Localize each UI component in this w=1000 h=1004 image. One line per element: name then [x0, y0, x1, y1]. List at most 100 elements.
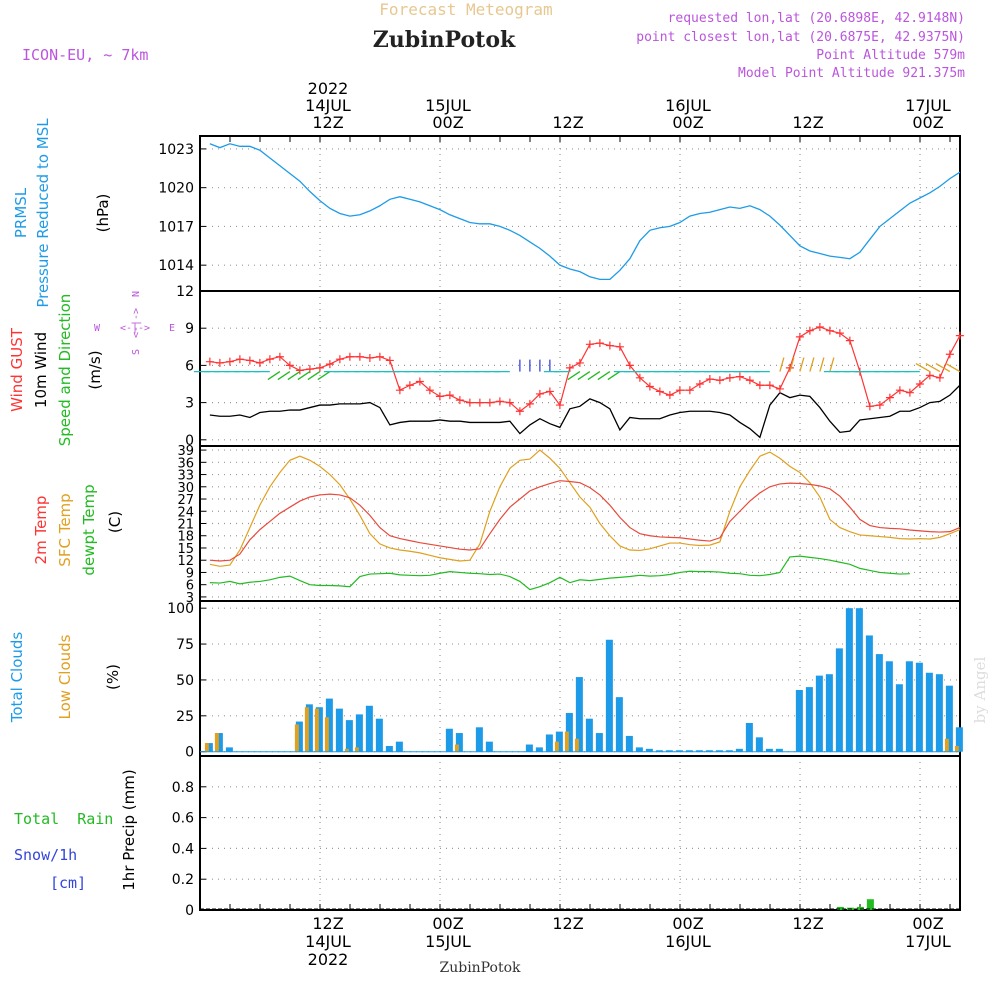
chart-title: Forecast Meteogram — [379, 0, 552, 19]
y-tick-label: 1014 — [158, 258, 194, 274]
total-cloud-bar — [315, 707, 323, 752]
wind-arrow — [317, 371, 331, 381]
gust-marker — [895, 386, 904, 395]
time-label-top: 15JUL — [425, 96, 471, 115]
gust-marker — [475, 398, 484, 407]
gust-marker — [595, 339, 604, 348]
sfc-temp-line — [209, 449, 961, 567]
total-cloud-bar — [675, 750, 683, 752]
gust-marker — [325, 360, 334, 369]
compass-ns-arrow: <-|-> — [131, 308, 142, 338]
precip-unit: 1hr Precip (mm) — [120, 769, 138, 890]
plot-area: 1014101710201023036912369121518212427303… — [158, 79, 964, 969]
gust-marker — [365, 353, 374, 362]
gust-marker — [915, 380, 924, 388]
total-cloud-bar — [635, 747, 643, 752]
y-tick-label: 21 — [177, 518, 194, 533]
gust-marker — [585, 340, 594, 349]
temp-unit: (C) — [106, 511, 124, 533]
y-tick-label: 6 — [186, 579, 194, 594]
total-cloud-bar — [535, 747, 543, 752]
total-cloud-bar — [485, 741, 493, 752]
panel-frame — [199, 755, 961, 911]
total-cloud-bar — [215, 733, 223, 752]
gust-marker — [385, 356, 394, 365]
total-cloud-bar — [935, 674, 943, 752]
gust-marker — [205, 357, 214, 366]
wind-arrow — [799, 357, 805, 372]
wind-arrow — [277, 371, 291, 381]
sfc-label: SFC Temp — [56, 493, 74, 566]
time-label-top: 2022 — [308, 79, 349, 98]
point-altitude: Point Altitude 579m — [816, 48, 965, 63]
y-tick-label: 0.2 — [172, 872, 194, 888]
gust-marker — [315, 363, 324, 372]
gust-marker — [425, 386, 434, 395]
time-label-top: 00Z — [912, 113, 943, 132]
total-cloud-bar — [555, 731, 563, 752]
y-tick-label: 30 — [177, 481, 194, 496]
y-tick-label: 39 — [177, 444, 194, 459]
total-cloud-bar — [445, 728, 453, 752]
gust-marker — [415, 377, 424, 386]
wind-arrow — [925, 363, 941, 373]
time-label-bottom: 2022 — [308, 950, 349, 969]
total-cloud-bar — [695, 750, 703, 752]
y-tick-label: 75 — [176, 637, 194, 653]
low-cloud-bar — [304, 707, 309, 752]
gust-marker — [255, 358, 264, 367]
gust-marker — [705, 375, 714, 384]
y-tick-label: 100 — [167, 601, 194, 617]
total-cloud-bar — [205, 743, 213, 752]
side-labels: PRMSL Pressure Reduced to MSL (hPa) Wind… — [8, 118, 175, 892]
gust-marker — [775, 384, 784, 393]
total-cloud-bar — [305, 704, 313, 752]
total-cloud-bar — [565, 712, 573, 752]
gust-marker — [355, 352, 364, 361]
total-cloud-bar — [885, 661, 893, 752]
low-cloud-bar — [294, 724, 299, 752]
dew-label: dewpt Temp — [80, 484, 98, 575]
gust-marker — [665, 391, 674, 400]
total-cloud-bar — [805, 687, 813, 752]
time-label-bottom: 15JUL — [425, 932, 471, 951]
gust-marker — [525, 399, 534, 408]
total-cloud-bar — [685, 750, 693, 752]
wind-arrow — [297, 371, 311, 381]
wind-arrow — [597, 371, 611, 381]
low-cloud-bar — [564, 731, 569, 752]
total-cloud-bar — [815, 675, 823, 752]
y-tick-label: 0.4 — [172, 841, 194, 857]
gust-marker — [265, 355, 274, 364]
wind-arrow — [809, 357, 815, 372]
location-title: ZubinPotok — [373, 27, 516, 53]
total-cloud-bar — [715, 750, 723, 752]
requested-coords: requested lon,lat (20.6898E, 42.9148N) — [668, 11, 965, 26]
gust-marker — [445, 391, 454, 400]
time-label-bottom: 12Z — [312, 914, 343, 933]
model-label: ICON-EU, ~ 7km — [22, 46, 148, 64]
time-label-top: 14JUL — [305, 96, 351, 115]
y-tick-label: 33 — [177, 469, 194, 484]
gust-marker — [515, 407, 524, 416]
gust-marker — [565, 363, 574, 372]
time-label-top: 12Z — [552, 113, 583, 132]
gust-marker — [795, 332, 804, 341]
low-cloud-bar — [574, 738, 579, 752]
pressure-unit: (hPa) — [94, 194, 112, 233]
gust-label: Wind GUST — [8, 327, 26, 412]
total-cloud-bar — [795, 689, 803, 752]
gust-marker — [825, 326, 834, 335]
total-cloud-bar — [745, 722, 753, 752]
snow-label: Snow/1h — [14, 846, 77, 864]
low-cloud-bar — [324, 717, 329, 752]
time-label-bottom: 00Z — [912, 914, 943, 933]
total-cloud-bar — [725, 750, 733, 752]
rain-bar — [866, 899, 874, 910]
total-cloud-bar — [545, 734, 553, 752]
y-tick-label: 27 — [177, 493, 194, 508]
y-tick-label: 1017 — [158, 219, 194, 235]
panel-frame — [199, 135, 961, 292]
gust-marker — [605, 341, 614, 350]
y-tick-label: 12 — [176, 284, 194, 300]
